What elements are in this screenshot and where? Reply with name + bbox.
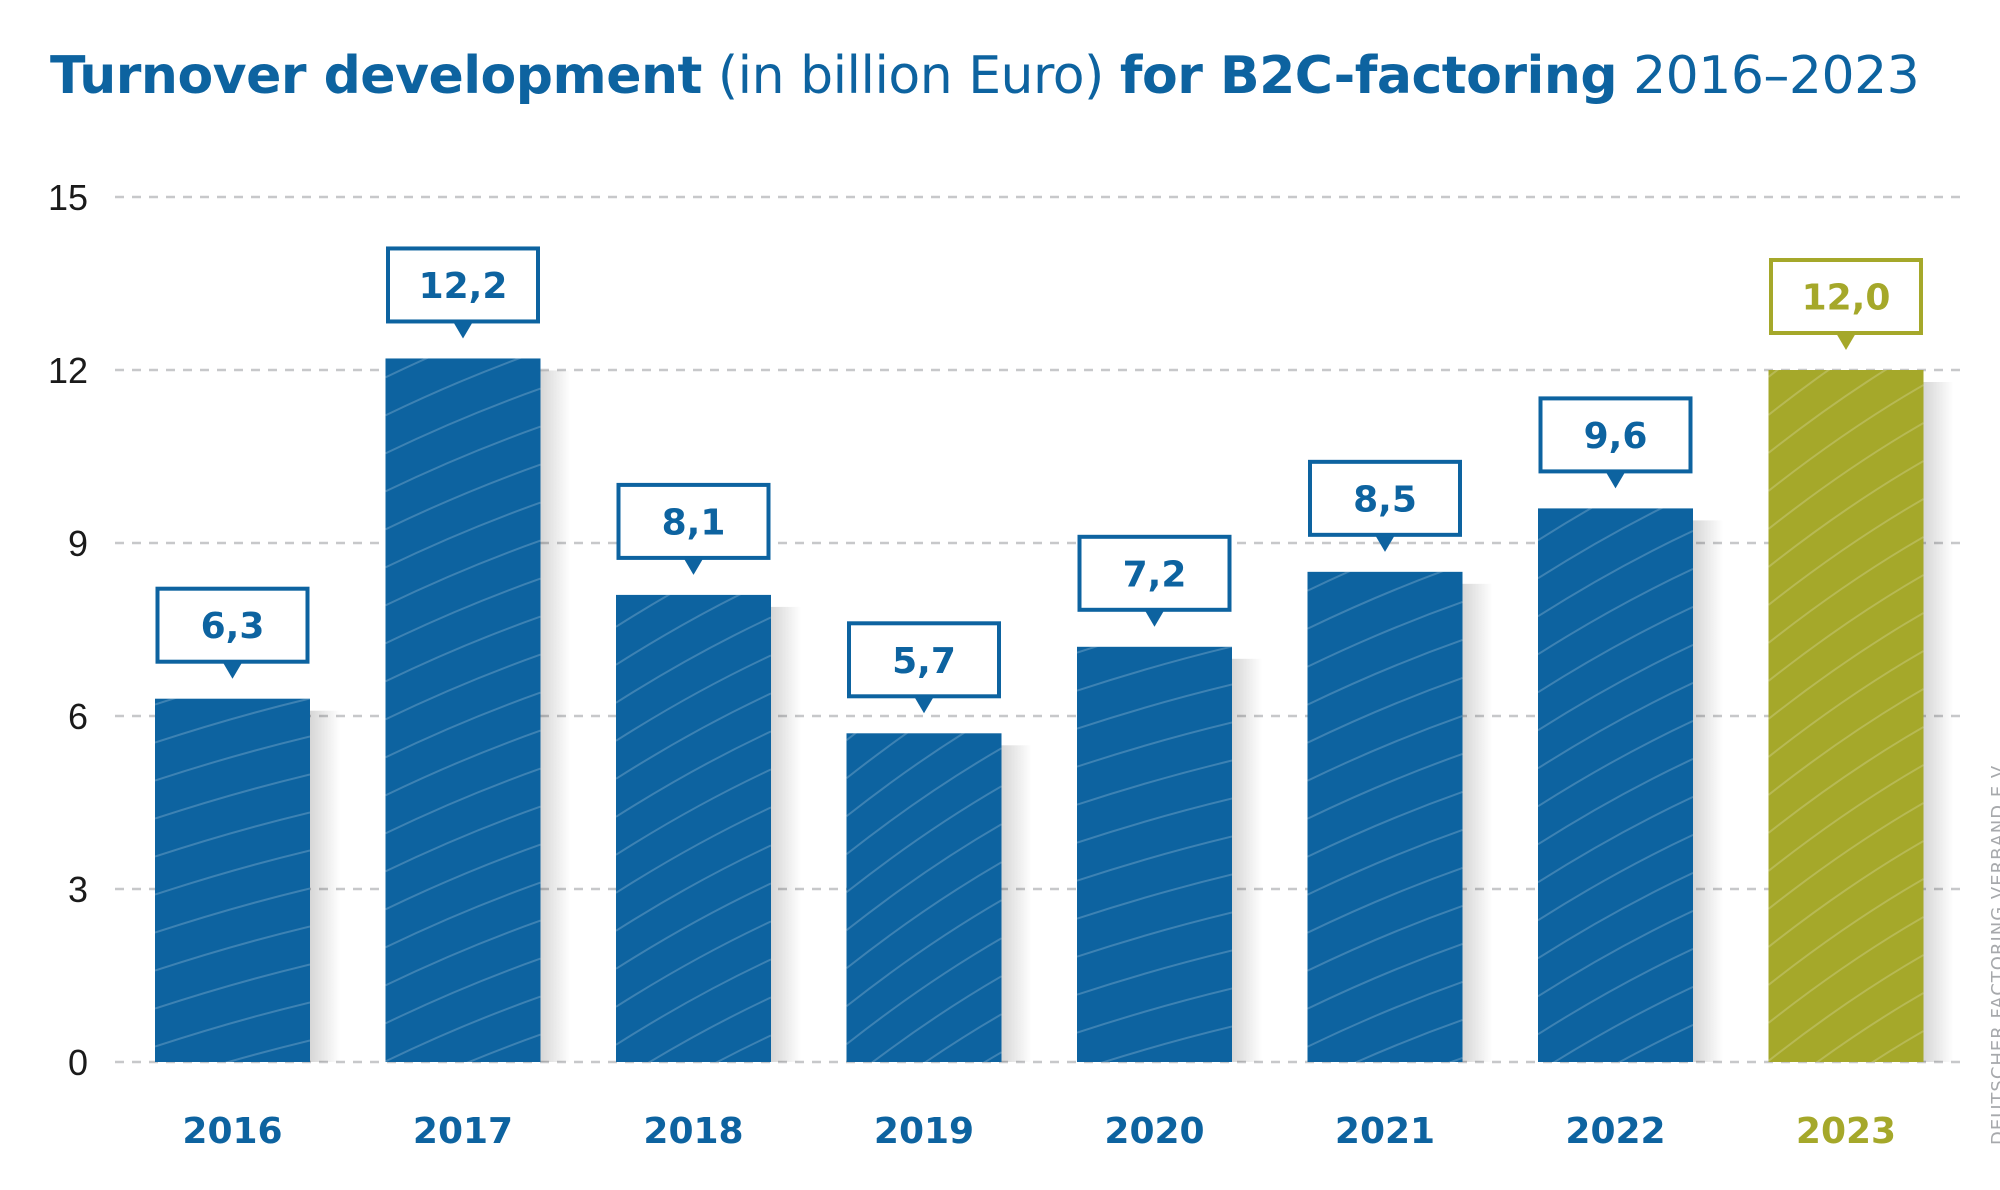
bar-texture: [1538, 508, 1693, 1062]
y-tick-label: 0: [68, 1042, 88, 1083]
x-tick-label-2021: 2021: [1335, 1111, 1435, 1152]
bar-2016: [155, 698, 310, 1062]
value-label-box: [386, 246, 540, 324]
data-label-2023: 12,0: [1802, 278, 1891, 319]
value-label-pointer: [1836, 333, 1856, 350]
chart-title: Turnover development (in billion Euro) f…: [50, 46, 1920, 106]
bar-texture: [1077, 646, 1232, 1062]
data-label-2022: 9,6: [1584, 416, 1648, 457]
x-axis: 2016 2017 2018 2019 2020 2021 2022 2023: [182, 1111, 1896, 1152]
source-credit: DEUTSCHER FACTORING VERBAND E.V.: [1988, 760, 2000, 1145]
x-tick-label-2019: 2019: [874, 1111, 974, 1152]
bar-texture: [616, 594, 771, 1063]
bar-shadow: [1693, 520, 1723, 1062]
y-axis: 0 3 6 9 12 15: [48, 177, 88, 1083]
y-tick-label: 6: [68, 696, 88, 737]
value-labels: 6,3 12,2 8,1 5,7 7,2 8,5 9,6 12,0: [155, 246, 1923, 714]
y-tick-label: 12: [48, 350, 88, 391]
bar-2022: [1538, 508, 1693, 1062]
data-label-2021: 8,5: [1353, 479, 1417, 520]
bar-shadow: [310, 710, 340, 1062]
bar-2021: [1307, 571, 1463, 1062]
bar-shadow: [1232, 658, 1262, 1062]
bar-shadow: [1462, 583, 1493, 1062]
value-label-pointer: [222, 661, 243, 679]
bar-2023: [1768, 370, 1924, 1062]
bar-shadow: [771, 606, 801, 1062]
bar-shadow: [540, 370, 571, 1062]
y-tick-label: 3: [68, 869, 88, 910]
bar-2020: [1077, 646, 1232, 1062]
x-tick-label-2020: 2020: [1104, 1111, 1204, 1152]
data-label-2019: 5,7: [892, 641, 956, 682]
bar-texture: [1307, 571, 1463, 1062]
value-label-box: [1077, 534, 1232, 612]
bar-2019: [846, 733, 1002, 1062]
x-tick-label-2018: 2018: [643, 1111, 743, 1152]
data-label-2018: 8,1: [662, 502, 726, 543]
value-label-box: [155, 586, 310, 664]
title-part-1: Turnover development: [50, 46, 702, 106]
x-tick-label-2016: 2016: [182, 1111, 282, 1152]
bar-2017: [385, 358, 541, 1062]
title-part-4: 2016–2023: [1617, 46, 1920, 106]
bar-shadow: [1001, 745, 1032, 1062]
value-label-pointer: [1144, 609, 1165, 627]
value-label-pointer: [1375, 534, 1395, 552]
value-label-box: [616, 482, 771, 560]
bar-texture: [385, 358, 541, 1062]
bar-texture: [155, 698, 310, 1062]
value-label-pointer: [683, 557, 704, 575]
y-tick-label: 9: [68, 523, 88, 564]
data-label-2020: 7,2: [1123, 554, 1187, 595]
bar-shadow: [1923, 382, 1954, 1062]
x-tick-label-2023: 2023: [1796, 1111, 1896, 1152]
x-tick-label-2022: 2022: [1565, 1111, 1665, 1152]
value-label-pointer: [453, 321, 473, 339]
data-label-2017: 12,2: [419, 266, 508, 307]
bar-texture: [846, 733, 1002, 1062]
bar-texture: [1768, 370, 1924, 1062]
bars: [155, 358, 1954, 1063]
value-label-pointer: [1605, 471, 1626, 489]
value-label-box: [1769, 258, 1923, 335]
title-part-2: (in billion Euro): [701, 46, 1120, 106]
y-tick-label: 15: [48, 177, 88, 218]
title-part-3: for B2C-factoring: [1119, 46, 1618, 106]
value-label-box: [1308, 459, 1462, 537]
data-label-2016: 6,3: [201, 606, 265, 647]
bar-2018: [616, 594, 771, 1062]
x-tick-label-2017: 2017: [413, 1111, 513, 1152]
value-label-pointer: [914, 696, 934, 714]
